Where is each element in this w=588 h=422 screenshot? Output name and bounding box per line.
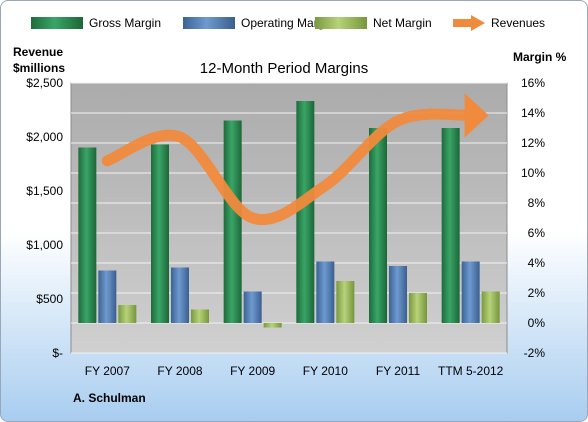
legend-swatch-gross-margin [31,17,83,29]
right-tick-label: 0% [528,316,546,330]
right-tick-label: 6% [528,226,546,240]
bar-net-margin [118,305,137,323]
revenue-arrowhead [464,93,489,138]
right-axis-title: Margin % [513,50,567,64]
x-tick-label: FY 2007 [85,364,130,378]
legend-label-revenues: Revenues [491,16,545,30]
right-tick-label: -2% [524,346,546,360]
right-tick-label: 10% [521,166,545,180]
revenue-series-line [101,108,477,225]
right-tick-label: 12% [521,136,545,150]
company-label: A. Schulman [73,391,146,405]
plot-area [70,82,508,354]
right-tick-label: 14% [521,106,545,120]
bar-net-margin [336,281,355,323]
right-tick-label: 8% [528,196,546,210]
bar-operating-margin [243,291,262,323]
bar-gross-margin [223,120,242,323]
bar-operating-margin [316,261,335,323]
left-axis-title-line1: Revenue [13,45,63,59]
bar-gross-margin [441,128,460,323]
bar-gross-margin [78,147,97,323]
left-tick-label: $2,500 [26,76,63,90]
x-tick-label: FY 2008 [157,364,202,378]
legend-label-net-margin: Net Margin [373,16,432,30]
chart-title: 12-Month Period Margins [200,60,368,77]
bars [78,101,500,328]
left-tick-label: $1,500 [26,184,63,198]
x-axis-ticks: FY 2007 FY 2008 FY 2009 FY 2010 FY 2011 TTM 5… [85,364,504,378]
bar-gross-margin [296,101,315,323]
x-tick-label: FY 2011 [376,364,421,378]
left-tick-label: $500 [36,292,63,306]
right-axis-ticks: 16% 14% 12% 10% 8% 6% 4% 2% 0% -2% [521,76,545,360]
left-axis-ticks: $2,500 $2,000 $1,500 $1,000 $500 $- [26,76,63,360]
left-axis-title-line2: $millions [13,61,65,75]
bar-operating-margin [171,267,189,323]
x-tick-label: TTM 5-2012 [438,364,504,378]
x-tick-label: FY 2009 [230,364,275,378]
bar-net-margin [191,309,209,323]
legend-swatch-operating-margin [183,17,235,29]
revenue-line [101,93,489,225]
legend: Gross Margin Operating Margin Net Margin… [31,15,545,31]
left-tick-label: $- [52,346,63,360]
left-tick-label: $2,000 [26,130,63,144]
right-tick-label: 4% [528,256,546,270]
legend-label-gross-margin: Gross Margin [89,16,161,30]
legend-swatch-net-margin [315,17,367,29]
bar-gross-margin [369,128,387,323]
bar-net-margin [481,291,500,323]
right-tick-label: 16% [521,76,545,90]
x-tick-label: FY 2010 [303,364,348,378]
bar-operating-margin [461,261,480,323]
bar-net-margin [409,293,427,323]
legend-label-operating-margin: Operating Margin [241,16,334,30]
bar-operating-margin [98,270,117,323]
bar-operating-margin [389,266,407,323]
bar-net-margin [263,323,282,328]
right-tick-label: 2% [528,286,546,300]
legend-swatch-revenues [453,15,485,31]
bar-gross-margin [151,144,169,323]
left-tick-label: $1,000 [26,238,63,252]
